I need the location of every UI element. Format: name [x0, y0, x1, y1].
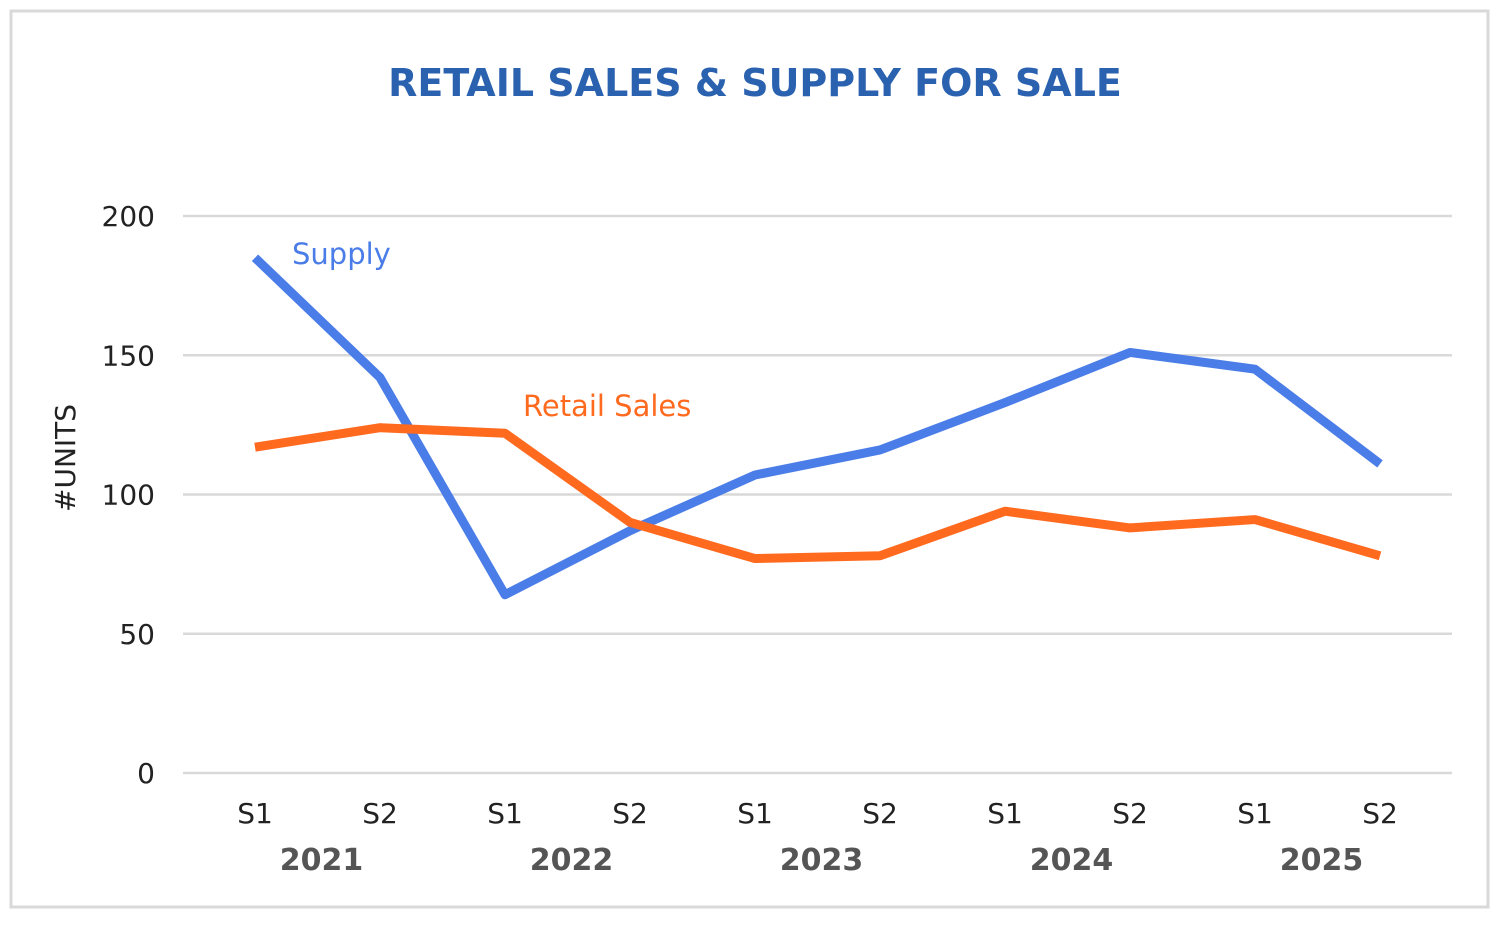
x-tick-label: S1	[237, 797, 273, 830]
x-group-label: 2023	[780, 843, 864, 878]
x-tick-label: S2	[1112, 797, 1148, 830]
y-tick-label: 50	[119, 618, 155, 651]
x-group-label: 2024	[1030, 843, 1114, 878]
x-tick-label: S2	[362, 797, 398, 830]
chart-border	[9, 9, 1490, 909]
x-tick-label: S2	[612, 797, 648, 830]
y-tick-label: 200	[102, 200, 155, 233]
x-tick-label: S2	[1362, 797, 1398, 830]
chart-title: RETAIL SALES & SUPPLY FOR SALE	[388, 61, 1122, 105]
series-label: Supply	[292, 237, 391, 271]
x-group-label: 2021	[280, 843, 364, 878]
x-tick-label: S2	[862, 797, 898, 830]
series-label: Retail Sales	[523, 389, 691, 423]
x-group-label: 2022	[530, 843, 614, 878]
y-tick-label: 150	[102, 339, 155, 372]
y-tick-label: 100	[102, 479, 155, 512]
y-tick-label: 0	[137, 757, 155, 790]
x-tick-label: S1	[987, 797, 1023, 830]
series-line-supply	[251, 254, 1383, 600]
y-axis-label: #UNITS	[49, 404, 82, 512]
x-tick-label: S1	[487, 797, 523, 830]
x-tick-label: S1	[737, 797, 773, 830]
x-group-label: 2025	[1280, 843, 1364, 878]
series-line-retail-sales	[254, 423, 1382, 564]
x-tick-label: S1	[1237, 797, 1273, 830]
